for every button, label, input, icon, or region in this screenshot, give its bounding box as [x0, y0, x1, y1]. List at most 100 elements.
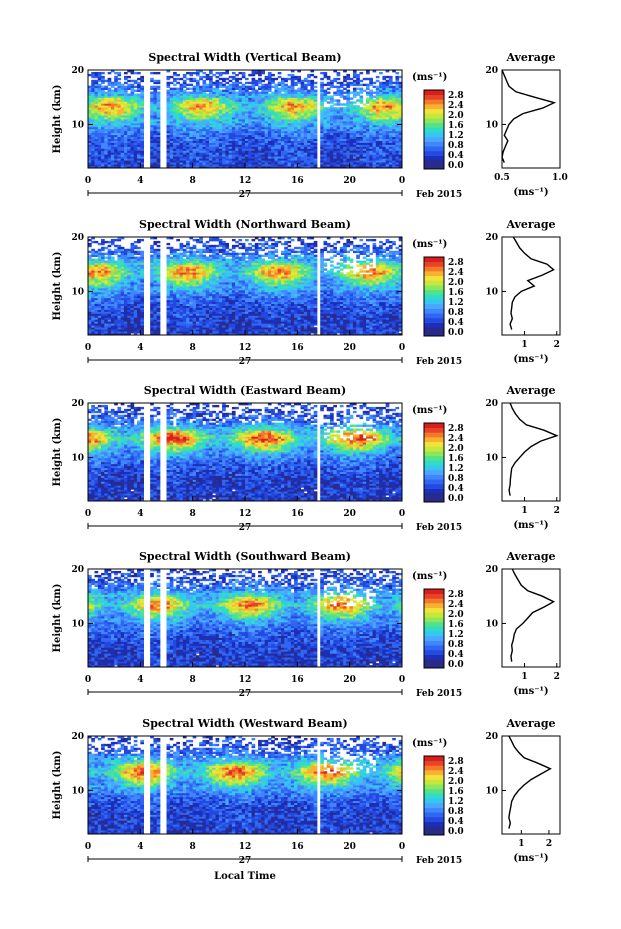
- heatmap-cell: [248, 74, 252, 76]
- heatmap-cell: [389, 76, 393, 78]
- heatmap-cell: [88, 251, 92, 253]
- heatmap-cell: [127, 249, 131, 251]
- heatmap-cell: [330, 105, 334, 107]
- heatmap-cell: [340, 82, 344, 84]
- heatmap-cell: [320, 72, 324, 74]
- colorbar-band: [424, 165, 444, 169]
- heatmap-cell: [170, 82, 174, 84]
- heatmap-cell: [206, 94, 210, 96]
- heatmap-cell: [180, 78, 184, 80]
- avg-x-tick-label: 0.5: [494, 173, 510, 183]
- heatmap-cell: [255, 80, 259, 82]
- y-axis-label: Height (km): [52, 85, 63, 154]
- heatmap-cell: [117, 82, 121, 84]
- heatmap-cell: [304, 78, 308, 80]
- heatmap-cell: [294, 76, 298, 78]
- heatmap-cell: [333, 103, 337, 105]
- heatmap-cell: [121, 84, 125, 86]
- heatmap-2: [88, 237, 402, 335]
- heatmap-cell: [137, 239, 141, 241]
- heatmap-cell: [88, 86, 92, 88]
- date-label: Feb 2015: [416, 190, 462, 200]
- heatmap-cell: [121, 247, 125, 249]
- heatmap-cell: [95, 259, 99, 261]
- heatmap-cell: [101, 76, 105, 78]
- heatmap-cell: [202, 76, 206, 78]
- heatmap-cell: [225, 82, 229, 84]
- heatmap-cell: [124, 86, 128, 88]
- heatmap-cell: [278, 72, 282, 74]
- heatmap-cell: [274, 84, 278, 86]
- heatmap-cell: [359, 107, 363, 109]
- heatmap-cell: [333, 107, 337, 109]
- heatmap-cell: [258, 92, 262, 94]
- heatmap-cell: [363, 78, 367, 80]
- heatmap-cell: [140, 239, 144, 241]
- heatmap-cell: [134, 86, 138, 88]
- heatmap-cell: [366, 105, 370, 107]
- heatmap-cell: [242, 84, 246, 86]
- heatmap-cell: [222, 84, 226, 86]
- heatmap-cell: [199, 86, 203, 88]
- heatmap-cell: [350, 97, 354, 99]
- heatmap-cell: [104, 92, 108, 94]
- colorbar-band: [424, 99, 444, 104]
- heatmap-cell: [307, 90, 311, 92]
- heatmap-cell: [327, 92, 331, 94]
- heatmap-cell: [153, 86, 157, 88]
- heatmap-cell: [343, 95, 347, 97]
- heatmap-cell: [186, 84, 190, 86]
- heatmap-cell: [104, 86, 108, 88]
- heatmap-cell: [167, 82, 171, 84]
- heatmap-cell: [186, 92, 190, 94]
- heatmap-cell: [261, 84, 265, 86]
- heatmap-cell: [114, 249, 118, 251]
- heatmap-cell: [140, 76, 144, 78]
- heatmap-cell: [268, 94, 272, 96]
- heatmap-cell: [356, 92, 360, 94]
- colorbar-band: [424, 109, 444, 114]
- heatmap-cell: [324, 84, 328, 86]
- heatmap-cell: [157, 92, 161, 94]
- heatmap-cell: [88, 255, 92, 257]
- heatmap-cell: [229, 84, 233, 86]
- colorbar-tick-label: 0.0: [448, 161, 464, 171]
- heatmap-cell: [379, 72, 383, 74]
- heatmap-cell: [343, 84, 347, 86]
- heatmap-cell: [104, 253, 108, 255]
- panel-2: Spectral Width (Northward Beam)2010Heigh…: [52, 218, 560, 367]
- colorbar-band: [424, 151, 444, 156]
- heatmap-cell: [343, 88, 347, 90]
- heatmap-cell: [356, 99, 360, 101]
- heatmap-cell: [395, 72, 399, 74]
- heatmap-cell: [134, 257, 138, 259]
- y-tick-label: 20: [71, 66, 84, 76]
- heatmap-cell: [98, 243, 102, 245]
- colorbar-band: [424, 95, 444, 100]
- heatmap-cell: [258, 78, 262, 80]
- heatmap-cell: [176, 82, 180, 84]
- x-tick-label: 4: [137, 176, 143, 186]
- heatmap-cell: [176, 74, 180, 76]
- colorbar-band: [424, 142, 444, 147]
- heatmap-cell: [114, 239, 118, 241]
- heatmap-cell: [330, 80, 334, 82]
- heatmap-cell: [359, 84, 363, 86]
- colorbar-tick-label: 0.8: [448, 141, 464, 151]
- heatmap-cell: [111, 251, 115, 253]
- heatmap-cell: [392, 82, 396, 84]
- heatmap-cell: [137, 78, 141, 80]
- heatmap-cell: [108, 88, 112, 90]
- x-tick-label: 0: [399, 176, 405, 186]
- heatmap-cell: [117, 72, 121, 74]
- heatmap-cell: [271, 78, 275, 80]
- heatmap-cell: [232, 82, 236, 84]
- heatmap-cell: [320, 82, 324, 84]
- heatmap-cell: [271, 86, 275, 88]
- heatmap-cell: [111, 90, 115, 92]
- heatmap-cell: [382, 76, 386, 78]
- heatmap-cell: [189, 92, 193, 94]
- heatmap-cell: [216, 80, 220, 82]
- heatmap-cell: [117, 255, 121, 257]
- heatmap-cell: [157, 86, 161, 88]
